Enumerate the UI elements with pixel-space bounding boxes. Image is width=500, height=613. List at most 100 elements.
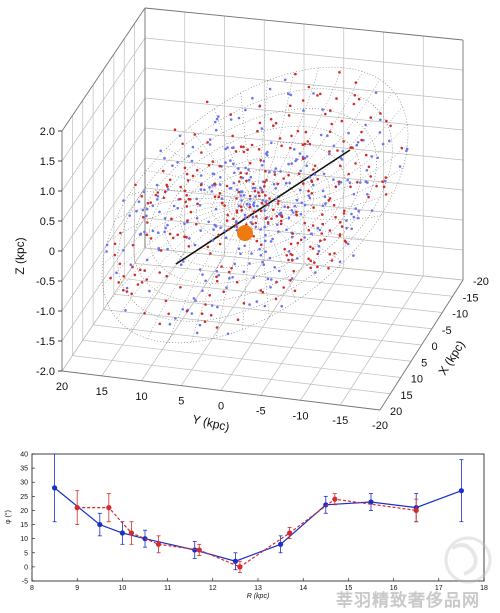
phi-tick-label: 35 (20, 466, 28, 473)
mesh-spoke (115, 198, 248, 219)
star-point (148, 289, 151, 293)
star-point (364, 153, 368, 157)
star-point (244, 216, 247, 219)
star-point (385, 119, 388, 123)
star-point (195, 168, 199, 172)
star-point (252, 276, 255, 279)
star-point (369, 116, 373, 119)
star-point (285, 254, 289, 257)
phi-vs-r-plot: 8 9 10 11 12 13 14 15 16 17 18 -5 0 5 10 15 20 25 30 35 40 R… (4, 452, 488, 601)
star-point (366, 193, 369, 196)
star-point (290, 235, 294, 239)
x-tick-label: -10 (452, 309, 468, 321)
star-point (378, 131, 382, 134)
r-tick-label: 17 (435, 585, 443, 592)
star-point (179, 185, 182, 189)
x-tick-label: 5 (421, 357, 427, 369)
z-tick-label: -0.5 (36, 276, 55, 288)
star-point (384, 176, 388, 179)
star-point (295, 210, 298, 214)
star-point (310, 179, 313, 182)
star-point (186, 219, 189, 222)
star-point (295, 213, 299, 217)
star-point (339, 164, 342, 168)
star-point (223, 204, 226, 207)
star-point (184, 200, 187, 204)
r-tick-label: 14 (299, 585, 307, 592)
star-point (254, 195, 257, 198)
star-point (253, 189, 257, 193)
star-point (215, 326, 219, 329)
mesh-spoke (167, 207, 251, 343)
star-point (350, 212, 353, 216)
star-point (280, 144, 283, 148)
star-point (328, 252, 332, 256)
star-point (154, 193, 158, 197)
star-point (263, 209, 267, 212)
star-point (307, 85, 311, 89)
star-point (289, 104, 292, 108)
star-point (389, 124, 392, 128)
phi-tick-label: 10 (20, 536, 28, 543)
star-point (200, 151, 203, 154)
star-point (263, 185, 266, 188)
star-point (283, 78, 287, 82)
star-point (290, 134, 293, 138)
phi-tick-label: 0 (24, 564, 28, 571)
star-point (141, 216, 145, 219)
star-points (105, 71, 409, 336)
star-point (158, 322, 162, 326)
star-point (346, 178, 350, 182)
mesh-spoke (166, 147, 251, 203)
star-point (128, 214, 131, 217)
star-point (198, 204, 202, 207)
star-point (232, 146, 235, 149)
star-point (223, 229, 226, 233)
grid-line (339, 275, 424, 406)
star-point (181, 308, 184, 311)
star-point (164, 226, 167, 230)
star-point (125, 290, 129, 293)
star-point (254, 225, 258, 229)
star-point (343, 209, 346, 213)
mesh-spoke (190, 208, 252, 343)
mesh-spoke (107, 205, 248, 304)
star-point (200, 312, 204, 316)
star-point (339, 180, 343, 184)
star-point (337, 182, 341, 186)
x-tick-label: 0 (432, 341, 438, 353)
series-line (54, 487, 462, 562)
star-point (185, 194, 188, 197)
x-tick-label: -15 (463, 292, 479, 304)
star-point (145, 207, 149, 211)
star-point (266, 154, 269, 157)
grid-line (103, 309, 422, 346)
star-point (290, 162, 294, 165)
r-tick-label: 10 (119, 585, 127, 592)
star-point (196, 202, 199, 206)
data-point (413, 507, 419, 514)
star-point (310, 232, 314, 236)
star-point (252, 203, 255, 206)
star-point (199, 229, 202, 232)
star-point (258, 121, 262, 125)
mesh-spoke (256, 208, 296, 302)
star-point (206, 245, 210, 249)
star-point (224, 147, 227, 151)
star-point (295, 198, 299, 202)
star-point (301, 99, 305, 102)
star-point (352, 192, 356, 196)
star-point (183, 189, 187, 193)
star-point (375, 184, 378, 188)
star-point (217, 115, 220, 118)
star-point (135, 209, 138, 213)
star-point (301, 143, 305, 146)
star-point (312, 183, 315, 187)
star-point (308, 176, 312, 179)
star-point (277, 199, 280, 203)
star-point (240, 199, 243, 202)
star-point (338, 234, 342, 237)
star-point (374, 91, 378, 94)
star-point (218, 242, 222, 246)
